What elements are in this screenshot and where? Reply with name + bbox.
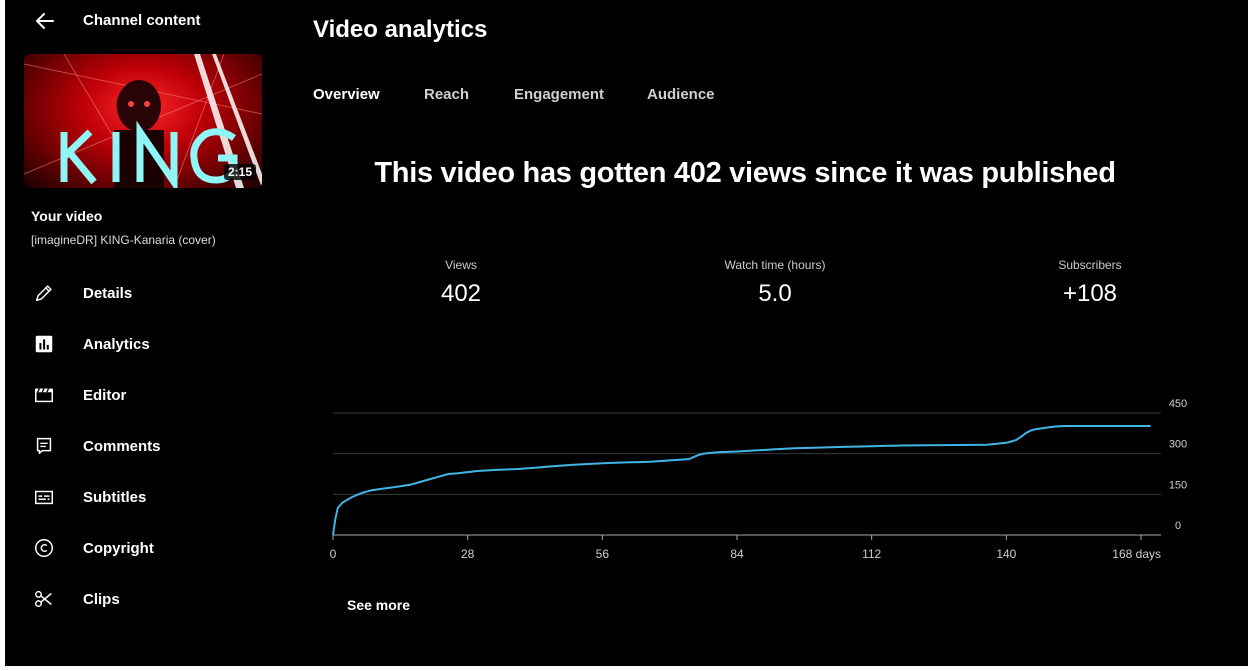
see-more-button[interactable]: See more [347, 597, 411, 613]
metric-value: 402 [440, 280, 482, 307]
your-video-label: Your video [31, 208, 103, 224]
sidebar-item-details[interactable]: Details [5, 276, 295, 327]
sidebar-item-copyright[interactable]: Copyright [5, 531, 295, 582]
sidebar-item-label: Copyright [83, 540, 154, 557]
x-tick-label: 28 [461, 547, 475, 561]
analytics-icon [33, 333, 55, 355]
tab-reach[interactable]: Reach [424, 86, 470, 103]
y-tick-label: 0 [1175, 520, 1181, 532]
sidebar-title: Channel content [83, 12, 201, 29]
sidebar-item-clips[interactable]: Clips [5, 582, 295, 633]
metric-subscribers[interactable]: Subscribers +108 [990, 258, 1190, 308]
metric-label: Subscribers [1058, 258, 1122, 272]
metric-value: +108 [1062, 280, 1118, 307]
y-tick-label: 300 [1169, 439, 1187, 451]
views-series-line[interactable] [332, 425, 1151, 536]
sidebar-item-editor[interactable]: Editor [5, 378, 295, 429]
x-tick-label: 84 [730, 547, 744, 561]
y-tick-label: 450 [1169, 398, 1187, 410]
tab-overview[interactable]: Overview [313, 86, 380, 103]
metric-value: 5.0 [758, 280, 792, 307]
scissors-icon [33, 588, 55, 610]
sidebar-item-label: Analytics [83, 336, 150, 353]
x-tick-label: 0 [330, 547, 337, 561]
page-title: Video analytics [313, 16, 488, 43]
sidebar-item-subtitles[interactable]: Subtitles [5, 480, 295, 531]
sidebar-item-label: Comments [83, 438, 161, 455]
sidebar-item-label: Clips [83, 591, 120, 608]
video-title[interactable]: [imagineDR] KING-Kanaria (cover) [31, 233, 216, 247]
subtitles-icon [33, 486, 55, 508]
x-tick-label: 140 [996, 547, 1016, 561]
sidebar: Channel content [5, 0, 295, 666]
x-tick-label: 168 days [1112, 547, 1161, 561]
metric-label: Views [445, 258, 477, 272]
sidebar-item-comments[interactable]: Comments [5, 429, 295, 480]
comment-icon [33, 435, 55, 457]
x-tick-label: 56 [596, 547, 610, 561]
sidebar-item-analytics[interactable]: Analytics [5, 327, 295, 378]
metric-watch-time[interactable]: Watch time (hours) 5.0 [675, 258, 875, 308]
back-button[interactable] [33, 9, 57, 33]
video-duration: 2:15 [223, 164, 256, 180]
sidebar-item-label: Subtitles [83, 489, 147, 506]
copyright-icon [33, 537, 55, 559]
pencil-icon [33, 282, 55, 304]
views-chart: 0 150 300 450 0 28 56 84 112 140 168 days [330, 398, 1188, 561]
y-tick-label: 150 [1169, 479, 1187, 491]
views-headline: This video has gotten 402 views since it… [374, 157, 1116, 189]
sidebar-item-label: Editor [83, 387, 127, 404]
tab-engagement[interactable]: Engagement [514, 86, 605, 103]
clapperboard-icon [33, 384, 55, 406]
sidebar-item-label: Details [83, 285, 133, 302]
studio-window: Channel content [5, 0, 1248, 666]
back-arrow-icon [36, 13, 54, 29]
video-thumbnail[interactable]: 2:15 [24, 54, 262, 188]
metric-label: Watch time (hours) [724, 258, 826, 272]
tab-audience[interactable]: Audience [647, 86, 715, 103]
metric-views[interactable]: Views 402 [361, 258, 561, 308]
sidebar-nav: Details Analytics Editor Comments [5, 276, 295, 633]
x-tick-label: 112 [862, 547, 881, 561]
